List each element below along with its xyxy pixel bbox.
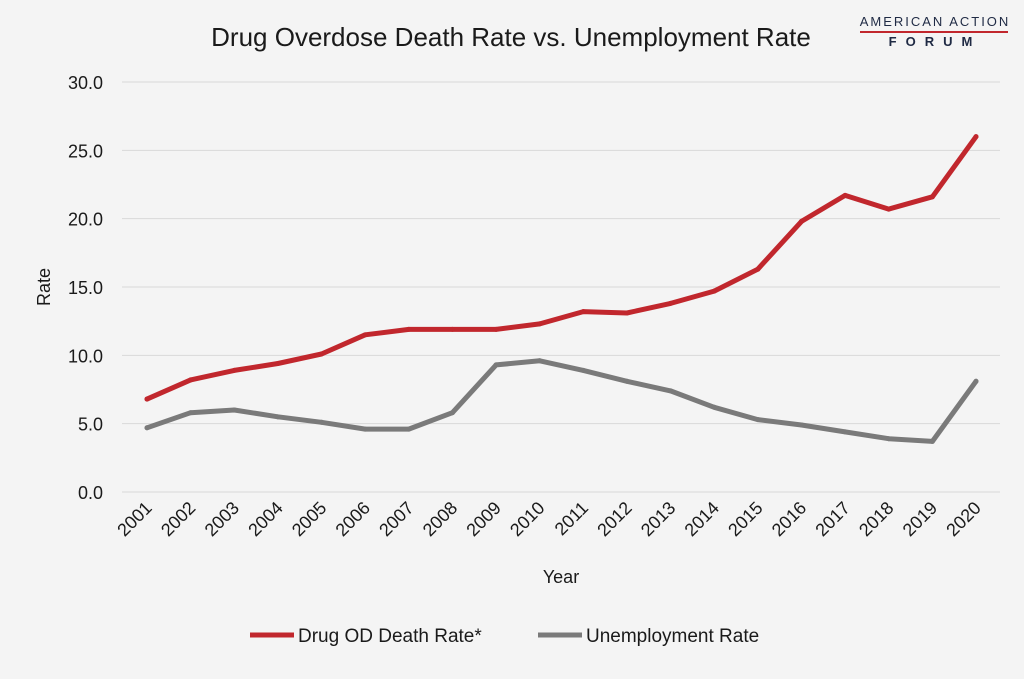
data-point — [231, 367, 237, 373]
y-tick-label: 15.0 — [68, 278, 103, 298]
brand-logo: AMERICAN ACTION FORUM — [860, 14, 1011, 49]
legend: Drug OD Death Rate* Unemployment Rate — [250, 626, 759, 647]
data-point — [973, 134, 979, 140]
data-point — [973, 378, 979, 384]
x-tick-label: 2017 — [811, 498, 853, 540]
data-point — [319, 351, 325, 357]
x-tick-label: 2011 — [551, 498, 593, 540]
data-point — [537, 321, 543, 327]
data-point — [493, 326, 499, 332]
x-tick-label: 2010 — [506, 498, 548, 540]
brand-line-1: AMERICAN ACTION — [860, 14, 1011, 29]
y-tick-label: 25.0 — [68, 141, 103, 161]
data-point — [668, 388, 674, 394]
brand-line-2: FORUM — [889, 34, 982, 49]
data-point — [406, 426, 412, 432]
x-axis-ticks: 2001 2002 2003 2004 2005 2006 2007 2008 2009 2010… — [113, 498, 984, 540]
gridlines — [122, 81, 1000, 493]
x-tick-label: 2009 — [462, 498, 504, 540]
data-point — [319, 419, 325, 425]
y-tick-label: 5.0 — [78, 415, 103, 435]
data-point — [755, 417, 761, 423]
data-point — [668, 300, 674, 306]
data-point — [231, 407, 237, 413]
x-tick-label: 2007 — [375, 498, 417, 540]
x-axis-label: Year — [543, 567, 579, 587]
data-point — [188, 410, 194, 416]
x-tick-label: 2014 — [681, 498, 723, 540]
data-point — [493, 362, 499, 368]
x-tick-label: 2001 — [113, 498, 155, 540]
data-point — [449, 326, 455, 332]
data-point — [362, 426, 368, 432]
x-tick-label: 2013 — [637, 498, 679, 540]
y-tick-label: 10.0 — [68, 346, 103, 366]
legend-label: Drug OD Death Rate* — [298, 626, 482, 647]
y-tick-label: 20.0 — [68, 210, 103, 230]
data-point — [842, 429, 848, 435]
x-tick-label: 2006 — [332, 498, 374, 540]
brand-divider — [860, 31, 1008, 33]
y-axis-label: Rate — [34, 268, 54, 306]
x-tick-label: 2018 — [855, 498, 897, 540]
legend-label: Unemployment Rate — [586, 626, 759, 647]
x-tick-label: 2003 — [201, 498, 243, 540]
data-point — [929, 194, 935, 200]
data-point — [929, 438, 935, 444]
data-point — [406, 326, 412, 332]
data-point — [537, 358, 543, 364]
x-tick-label: 2012 — [593, 498, 635, 540]
x-tick-label: 2015 — [724, 498, 766, 540]
data-point — [798, 218, 804, 224]
data-point — [188, 377, 194, 383]
legend-item: Drug OD Death Rate* — [250, 626, 482, 647]
data-point — [580, 309, 586, 315]
data-point — [144, 425, 150, 431]
data-point — [711, 288, 717, 294]
data-point — [711, 404, 717, 410]
x-tick-label: 2002 — [157, 498, 199, 540]
y-tick-label: 30.0 — [68, 73, 103, 93]
series-line-drug-od-death-rate — [144, 134, 979, 402]
data-point — [624, 378, 630, 384]
y-axis-ticks: 0.0 5.0 10.0 15.0 20.0 25.0 30.0 — [68, 73, 103, 503]
x-tick-label: 2008 — [419, 498, 461, 540]
data-point — [580, 367, 586, 373]
data-point — [275, 361, 281, 367]
data-point — [449, 410, 455, 416]
series-line-unemployment-rate — [144, 358, 979, 444]
data-point — [798, 422, 804, 428]
x-tick-label: 2016 — [768, 498, 810, 540]
data-point — [275, 414, 281, 420]
legend-item: Unemployment Rate — [538, 626, 759, 647]
data-point — [144, 396, 150, 402]
data-point — [886, 206, 892, 212]
series-lines — [144, 134, 979, 444]
data-point — [362, 332, 368, 338]
chart-title: Drug Overdose Death Rate vs. Unemploymen… — [211, 22, 811, 52]
data-point — [886, 436, 892, 442]
y-tick-label: 0.0 — [78, 483, 103, 503]
x-tick-label: 2019 — [899, 498, 941, 540]
x-tick-label: 2020 — [942, 498, 984, 540]
x-tick-label: 2005 — [288, 498, 330, 540]
data-point — [624, 310, 630, 316]
data-point — [842, 192, 848, 198]
x-tick-label: 2004 — [244, 498, 286, 540]
data-point — [755, 266, 761, 272]
